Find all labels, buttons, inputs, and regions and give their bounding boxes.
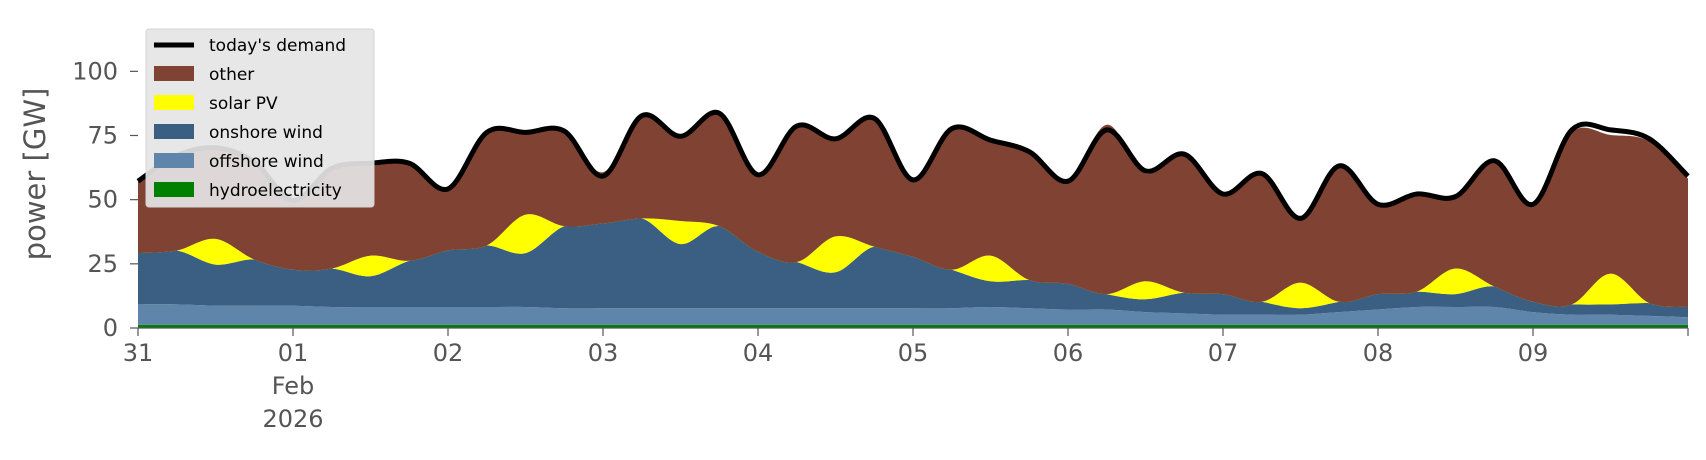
legend: today's demand other solar PV onshore wind o…: [145, 28, 375, 208]
legend-label-today-s-demand: today's demand: [209, 36, 346, 56]
legend-label-other: other: [209, 65, 254, 85]
y-tick-label: 50: [87, 186, 118, 214]
x-tick-label: 2026: [262, 405, 323, 433]
y-tick-label: 100: [72, 57, 118, 85]
demand-line-group: [136, 109, 1690, 221]
y-tick-label: 0: [103, 314, 118, 342]
area-onshore-wind: [138, 217, 1688, 318]
x-tick-label: 01: [278, 339, 309, 367]
axes: 0 25 50 75 100 31 01 Feb 2026 02 03 04 05 06 07 08 09: [72, 57, 1689, 433]
x-tick-label: 31: [123, 339, 154, 367]
x-tick-label: 03: [588, 339, 619, 367]
legend-label-solar-pv: solar PV: [209, 94, 278, 114]
area-other: [138, 112, 1688, 308]
x-tick-label: 08: [1363, 339, 1394, 367]
area-layers: [138, 112, 1688, 328]
y-axis-label: power [GW]: [18, 88, 52, 261]
area-hydroelectricity: [138, 324, 1688, 328]
x-tick-label: 09: [1518, 339, 1549, 367]
area-offshore-wind: [138, 304, 1688, 325]
legend-swatch-solar-pv: [154, 95, 194, 110]
x-tick-label: 05: [898, 339, 929, 367]
x-tick-label: 07: [1208, 339, 1239, 367]
x-tick-label: 04: [743, 339, 774, 367]
x-tick-label: Feb: [272, 372, 315, 400]
legend-swatch-hydroelectricity: [154, 182, 194, 197]
y-tick-label: 25: [87, 250, 118, 278]
legend-label-offshore-wind: offshore wind: [209, 152, 324, 172]
legend-swatch-offshore-wind: [154, 153, 194, 168]
x-tick-label: 06: [1053, 339, 1084, 367]
legend-label-onshore-wind: onshore wind: [209, 123, 323, 143]
legend-swatch-onshore-wind: [154, 124, 194, 139]
y-tick-label: 75: [87, 122, 118, 150]
demand-line: [136, 109, 1690, 221]
legend-box: [145, 28, 375, 208]
legend-swatch-other: [154, 66, 194, 81]
area-solar-pv: [138, 214, 1688, 309]
legend-label-hydroelectricity: hydroelectricity: [209, 181, 342, 201]
x-tick-label: 02: [433, 339, 464, 367]
